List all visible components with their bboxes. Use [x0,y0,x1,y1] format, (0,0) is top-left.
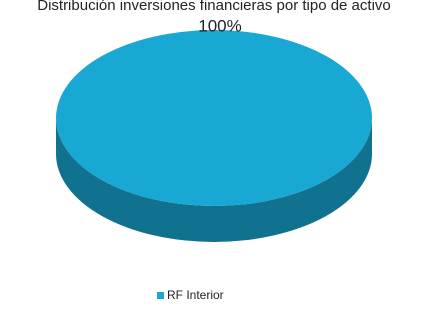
legend-label: RF Interior [167,288,224,302]
chart-title: Distribución inversiones financieras por… [37,0,391,14]
pie-slice [56,30,372,206]
pie-side [56,118,372,242]
data-label: 100% [198,16,241,35]
legend-swatch [157,292,164,299]
